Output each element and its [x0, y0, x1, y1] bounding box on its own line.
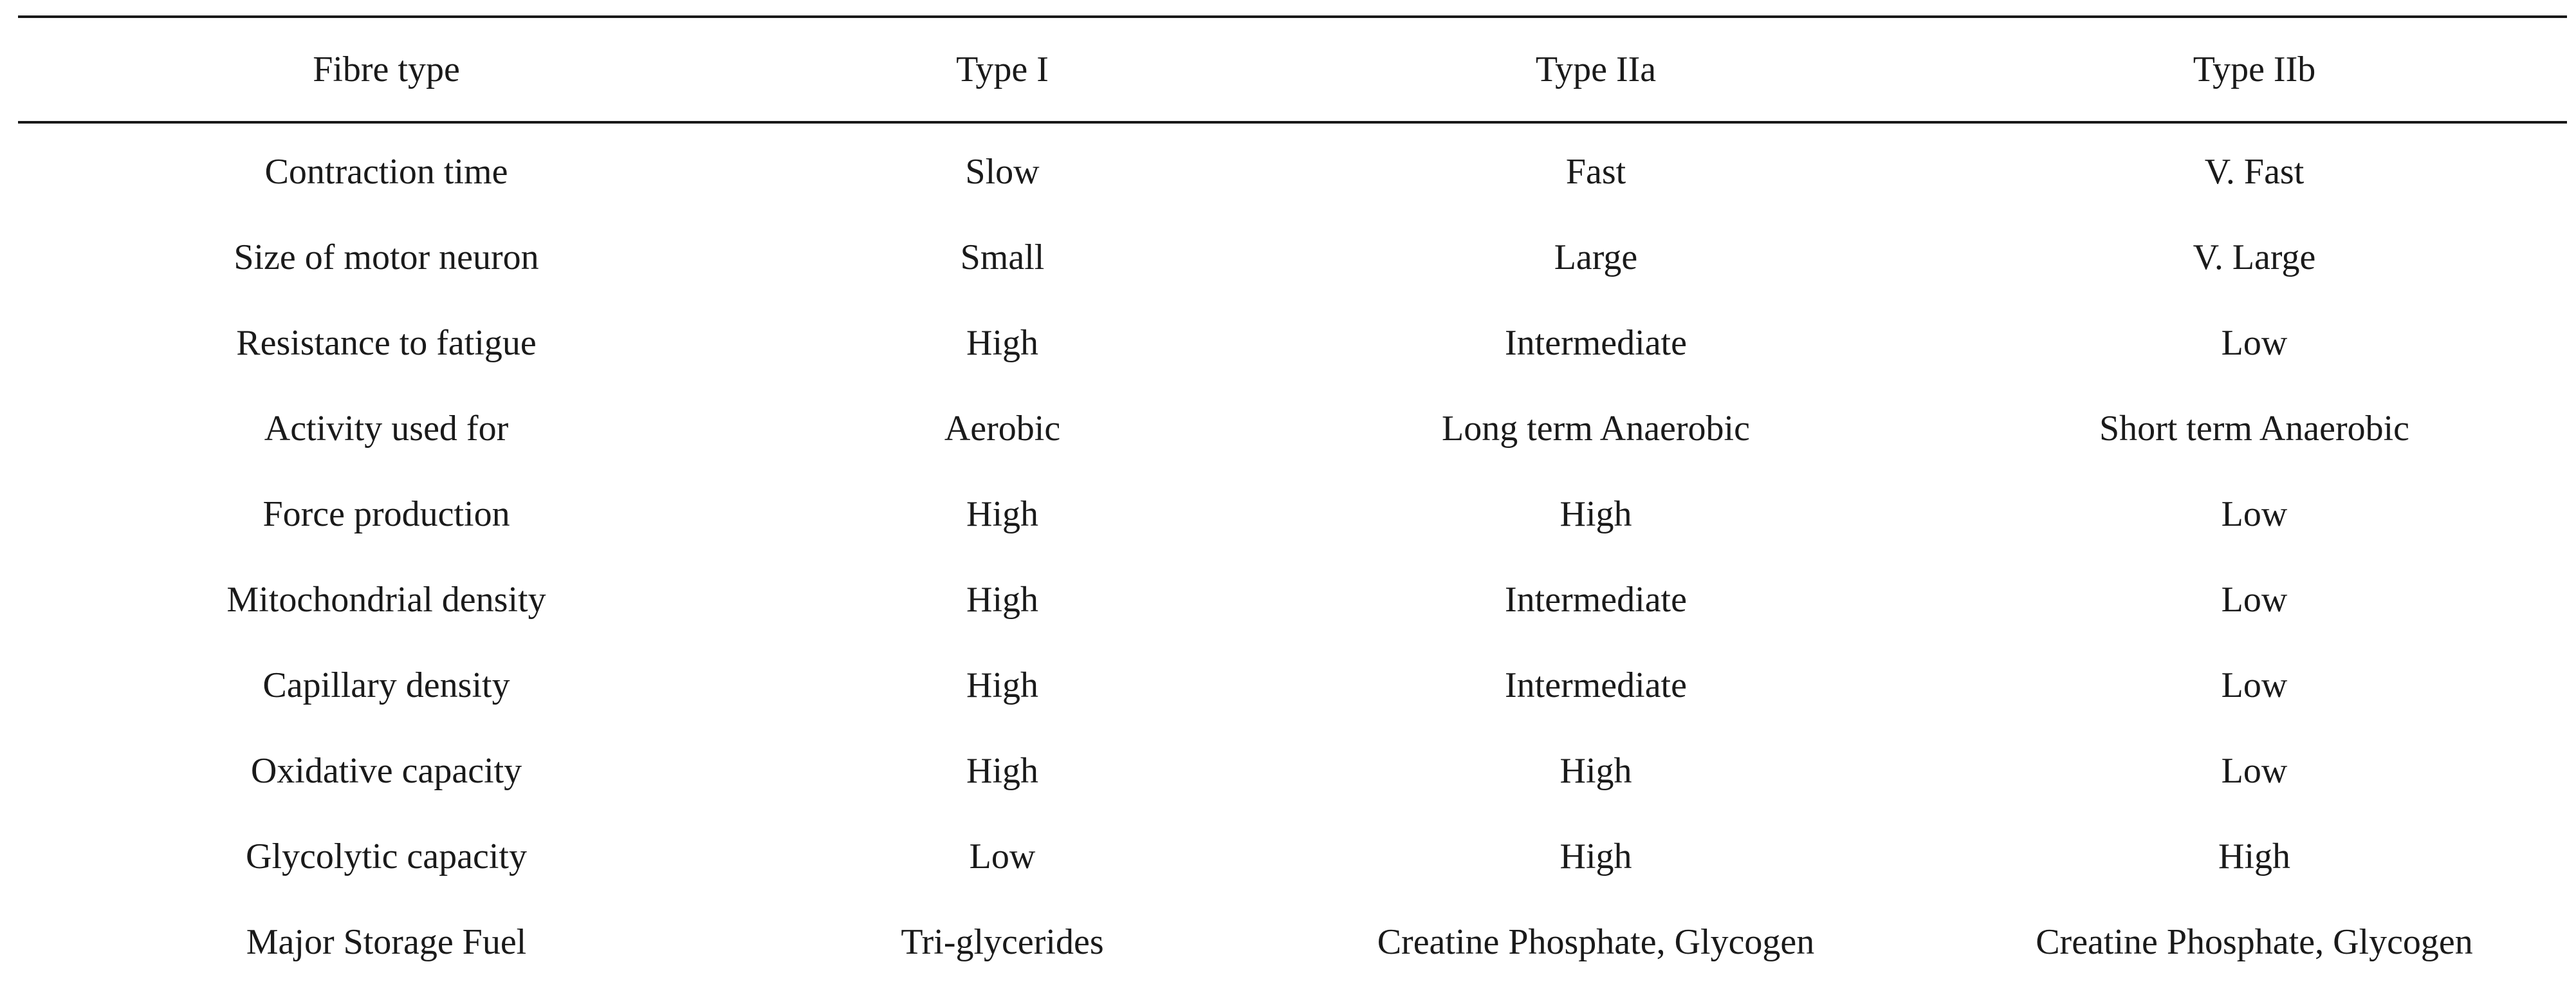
table-row: Activity used for Aerobic Long term Anae…: [18, 385, 2567, 471]
cell-type-iib: Low: [2221, 494, 2288, 534]
cell-type-iib: Low: [2221, 322, 2288, 363]
row-label: Contraction time: [264, 151, 508, 192]
table-row: Glycolytic capacity Low High High: [18, 813, 2567, 899]
row-label: Size of motor neuron: [234, 237, 539, 277]
cell-type-iia: High: [1559, 750, 1632, 791]
cell-type-iib: Short term Anaerobic: [2099, 408, 2410, 449]
cell-type-i: Small: [960, 237, 1045, 277]
table-body: Contraction time Slow Fast V. Fast Size …: [18, 122, 2567, 985]
cell-type-iia: Fast: [1565, 151, 1626, 192]
table-row: Resistance to fatigue High Intermediate …: [18, 300, 2567, 385]
cell-type-iib: Low: [2221, 665, 2288, 705]
cell-type-i: High: [966, 750, 1038, 791]
row-label: Major Storage Fuel: [246, 922, 527, 962]
cell-type-iib: V. Fast: [2204, 151, 2305, 192]
header-type-i: Type I: [956, 50, 1049, 89]
cell-type-i: High: [966, 494, 1038, 534]
cell-type-iib: High: [2218, 836, 2290, 876]
table-header: Fibre type Type I Type IIa Type IIb: [18, 17, 2567, 122]
cell-type-i: Aerobic: [944, 408, 1061, 449]
table-row: Capillary density High Intermediate Low: [18, 642, 2567, 728]
cell-type-iia: High: [1559, 494, 1632, 534]
cell-type-i: Slow: [965, 151, 1040, 192]
row-label: Activity used for: [264, 408, 509, 449]
cell-type-iib: V. Large: [2193, 237, 2316, 277]
row-label: Oxidative capacity: [250, 750, 522, 791]
fibre-type-table: Fibre type Type I Type IIa Type IIb Cont…: [18, 15, 2567, 985]
header-type-iib: Type IIb: [2193, 50, 2316, 89]
table-row: Force production High High Low: [18, 471, 2567, 557]
table-row: Contraction time Slow Fast V. Fast: [18, 122, 2567, 214]
cell-type-iib: Low: [2221, 579, 2288, 620]
cell-type-iia: Large: [1554, 237, 1638, 277]
row-label: Resistance to fatigue: [236, 322, 537, 363]
cell-type-i: High: [966, 579, 1038, 620]
fibre-type-table-container: Fibre type Type I Type IIa Type IIb Cont…: [18, 15, 2567, 985]
header-type-iia: Type IIa: [1535, 50, 1657, 89]
cell-type-i: High: [966, 665, 1038, 705]
header-fibre-type: Fibre type: [313, 50, 460, 89]
cell-type-iia: Long term Anaerobic: [1442, 408, 1750, 449]
header-row: Fibre type Type I Type IIa Type IIb: [18, 17, 2567, 122]
table-row: Size of motor neuron Small Large V. Larg…: [18, 214, 2567, 300]
table-row: Oxidative capacity High High Low: [18, 728, 2567, 813]
cell-type-iib: Low: [2221, 750, 2288, 791]
cell-type-i: Low: [969, 836, 1036, 876]
table-row: Mitochondrial density High Intermediate …: [18, 557, 2567, 642]
row-label: Capillary density: [262, 665, 510, 705]
row-label: Mitochondrial density: [226, 579, 546, 620]
cell-type-iia: Creatine Phosphate, Glycogen: [1377, 922, 1815, 962]
table-row: Major Storage Fuel Tri-glycerides Creati…: [18, 899, 2567, 985]
cell-type-i: Tri-glycerides: [901, 922, 1104, 962]
cell-type-iib: Creatine Phosphate, Glycogen: [2036, 922, 2473, 962]
cell-type-i: High: [966, 322, 1038, 363]
cell-type-iia: High: [1559, 836, 1632, 876]
row-label: Glycolytic capacity: [246, 836, 527, 876]
cell-type-iia: Intermediate: [1505, 322, 1687, 363]
cell-type-iia: Intermediate: [1505, 665, 1687, 705]
cell-type-iia: Intermediate: [1505, 579, 1687, 620]
row-label: Force production: [262, 494, 510, 534]
